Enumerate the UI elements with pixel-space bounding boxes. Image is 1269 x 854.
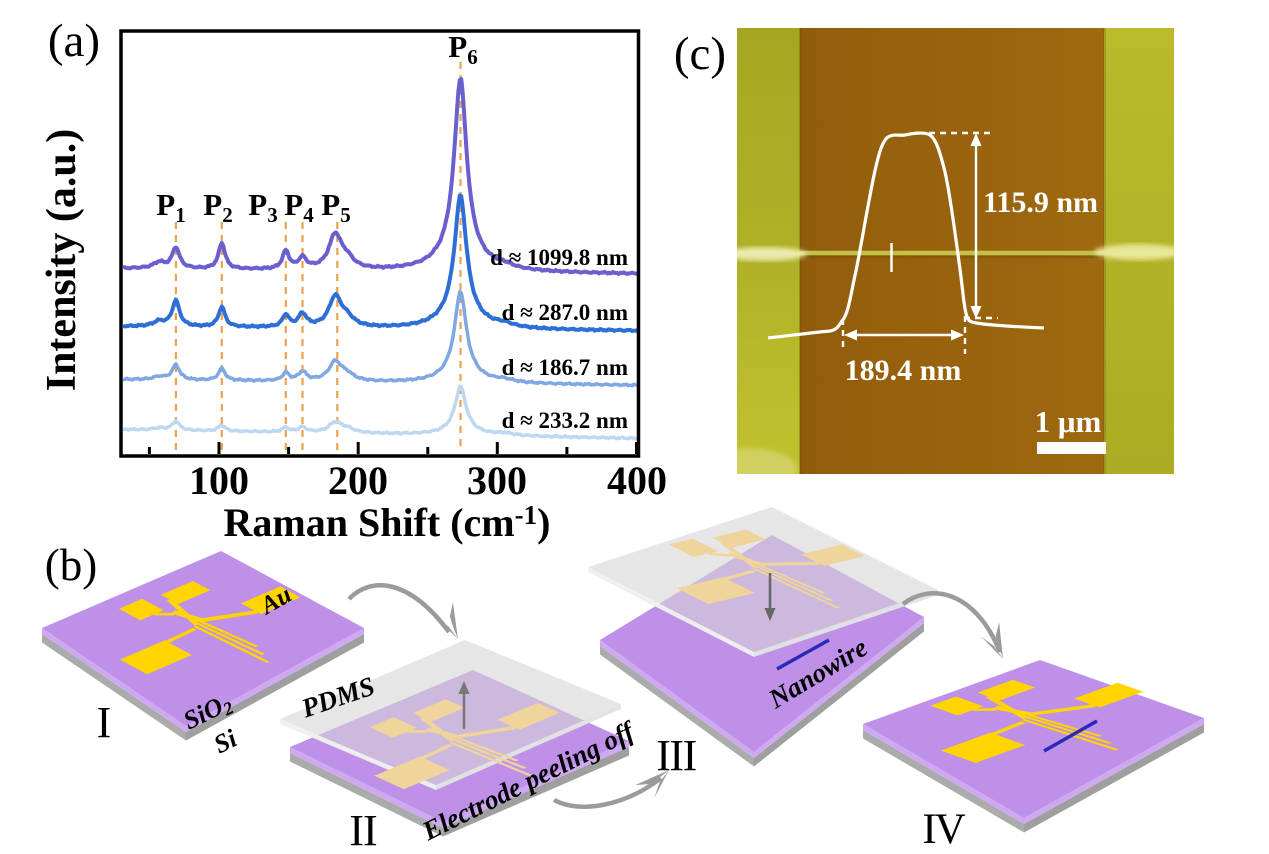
svg-text:IV: IV: [922, 806, 965, 853]
svg-text:P5: P5: [321, 187, 350, 227]
svg-text:(a): (a): [48, 15, 100, 67]
svg-text:I: I: [97, 698, 112, 747]
svg-text:200: 200: [328, 458, 388, 503]
svg-text:d ≈ 1099.8 nm: d ≈ 1099.8 nm: [490, 245, 628, 270]
svg-text:Raman Shift (cm-1): Raman Shift (cm-1): [224, 500, 551, 545]
svg-text:189.4 nm: 189.4 nm: [845, 354, 962, 387]
svg-text:100: 100: [189, 458, 249, 503]
svg-text:II: II: [349, 806, 377, 854]
svg-text:1 μm: 1 μm: [1035, 404, 1102, 439]
svg-text:400: 400: [607, 458, 667, 503]
svg-text:300: 300: [467, 458, 527, 503]
svg-text:III: III: [656, 731, 696, 780]
svg-text:d ≈ 287.0 nm: d ≈ 287.0 nm: [502, 300, 628, 325]
svg-text:(b): (b): [45, 540, 97, 590]
svg-text:115.9 nm: 115.9 nm: [983, 186, 1098, 219]
svg-text:(c): (c): [674, 28, 726, 80]
svg-text:d ≈ 186.7 nm: d ≈ 186.7 nm: [502, 355, 628, 380]
svg-text:d ≈ 233.2 nm: d ≈ 233.2 nm: [502, 408, 628, 433]
svg-text:Intensity (a.u.): Intensity (a.u.): [39, 129, 85, 392]
